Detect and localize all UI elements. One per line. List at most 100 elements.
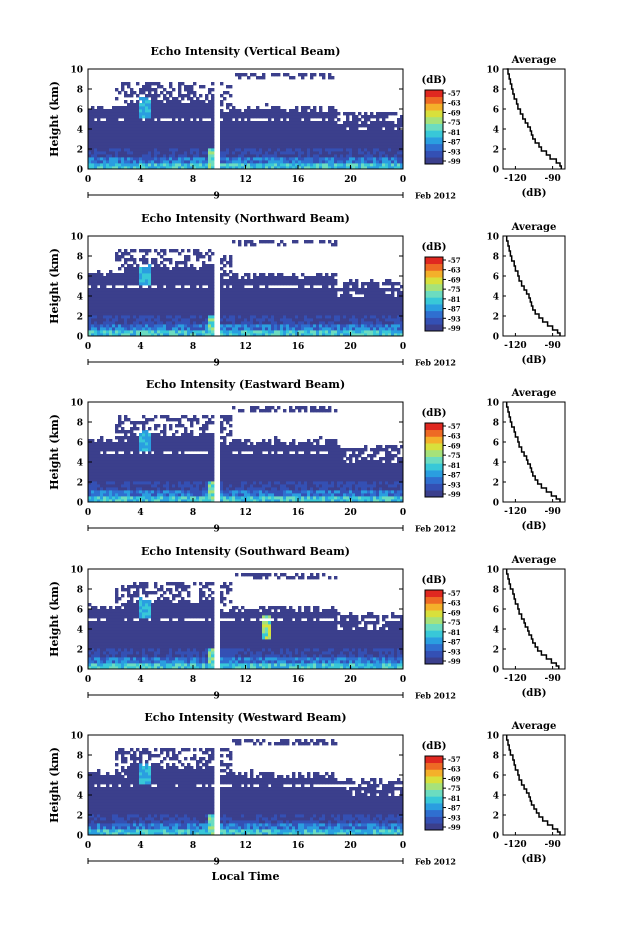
heatmap-cell [364, 124, 368, 128]
heatmap-cell [133, 330, 137, 334]
heatmap-cell [256, 300, 260, 304]
heatmap-cell [142, 466, 146, 470]
heatmap-cell [202, 121, 206, 125]
heatmap-cell [208, 127, 212, 131]
heatmap-cell [394, 163, 398, 167]
heatmap-cell [268, 276, 272, 280]
heatmap-cell [172, 276, 176, 280]
heatmap-cell [274, 148, 278, 152]
heatmap-cell [379, 330, 383, 334]
heatmap-cell [328, 294, 332, 298]
heatmap-cell [157, 103, 161, 107]
heatmap-cell [274, 300, 278, 304]
x-tick-label: 20 [344, 342, 357, 352]
colorbar-swatch [425, 317, 443, 325]
heatmap-cell [229, 163, 233, 167]
heatmap-cell [271, 276, 275, 280]
heatmap-cell [232, 151, 236, 155]
heatmap-cell [274, 142, 278, 146]
heatmap-cell [151, 118, 155, 122]
heatmap-cell [274, 309, 278, 313]
heatmap-cell [292, 151, 296, 155]
heatmap-cell [361, 133, 365, 137]
heatmap-cell [106, 484, 110, 488]
heatmap-cell [280, 321, 284, 325]
heatmap-cell [124, 115, 128, 119]
heatmap-cell [121, 484, 125, 488]
heatmap-cell [211, 151, 215, 155]
heatmap-cell [373, 285, 377, 289]
heatmap-cell [169, 82, 173, 86]
heatmap-cell [121, 121, 125, 125]
heatmap-cell [130, 249, 134, 253]
heatmap-cell [169, 163, 173, 167]
heatmap-cell [313, 127, 317, 131]
heatmap-cell [247, 151, 251, 155]
heatmap-cell [208, 315, 212, 319]
heatmap-cell [130, 94, 134, 98]
heatmap-cell [181, 315, 185, 319]
heatmap-cell [154, 294, 158, 298]
heatmap-cell [184, 279, 188, 283]
heatmap-cell [145, 321, 149, 325]
heatmap-cell [220, 127, 224, 131]
heatmap-cell [238, 300, 242, 304]
heatmap-cell [304, 139, 308, 143]
heatmap-cell [256, 282, 260, 286]
heatmap-cell [247, 303, 251, 307]
heatmap-cell [226, 91, 230, 95]
heatmap-cell [340, 136, 344, 140]
heatmap-cell [100, 151, 104, 155]
heatmap-cell [88, 297, 92, 301]
heatmap-cell [340, 133, 344, 137]
heatmap-cell [100, 496, 104, 500]
heatmap-cell [373, 318, 377, 322]
heatmap-cell [376, 312, 380, 316]
heatmap-cell [358, 130, 362, 134]
heatmap-cell [106, 151, 110, 155]
heatmap-cell [379, 297, 383, 301]
heatmap-cell [331, 327, 335, 331]
heatmap-cell [238, 154, 242, 158]
average-x-tick-label: -90 [544, 341, 560, 351]
heatmap-cell [367, 333, 371, 337]
heatmap-cell [112, 481, 116, 485]
heatmap-cell [259, 330, 263, 334]
heatmap-cell [310, 166, 314, 170]
heatmap-cell [373, 133, 377, 137]
heatmap-cell [271, 139, 275, 143]
heatmap-cell [160, 291, 164, 295]
heatmap-cell [325, 145, 329, 149]
heatmap-cell [265, 163, 269, 167]
heatmap-cell [292, 118, 296, 122]
heatmap-cell [121, 478, 125, 482]
heatmap-cell [133, 300, 137, 304]
heatmap-cell [178, 303, 182, 307]
heatmap-cell [301, 285, 305, 289]
heatmap-cell [265, 333, 269, 337]
heatmap-cell [205, 166, 209, 170]
heatmap-cell [181, 97, 185, 101]
x-tick-label: 8 [190, 342, 196, 352]
heatmap-cell [235, 282, 239, 286]
heatmap-cell [319, 327, 323, 331]
heatmap-cell [127, 291, 131, 295]
heatmap-cell [187, 109, 191, 113]
heatmap-cell [118, 133, 122, 137]
heatmap-cell [274, 321, 278, 325]
heatmap-cell [172, 157, 176, 161]
heatmap-cell [313, 291, 317, 295]
heatmap-cell [250, 115, 254, 119]
heatmap-cell [187, 318, 191, 322]
heatmap-cell [232, 163, 236, 167]
heatmap-cell [172, 163, 176, 167]
heatmap-cell [151, 297, 155, 301]
heatmap-cell [256, 288, 260, 292]
heatmap-cell [190, 160, 194, 164]
heatmap-cell [364, 166, 368, 170]
heatmap-cell [160, 249, 164, 253]
heatmap-cell [187, 249, 191, 253]
heatmap-cell [148, 94, 152, 98]
heatmap-cell [175, 145, 179, 149]
heatmap-cell [364, 327, 368, 331]
